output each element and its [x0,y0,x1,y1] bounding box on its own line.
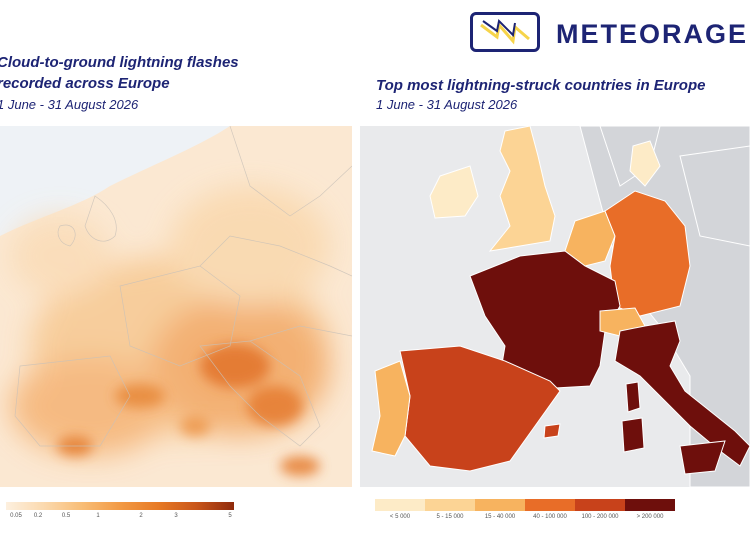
colorbar-tick: 3 [174,513,178,519]
legend-swatch [525,499,575,511]
legend-swatch [575,499,625,511]
colorbar-tick: 0.2 [33,513,43,519]
left-subtitle: 1 June - 31 August 2026 [0,97,139,112]
meteorage-logo: METEORAGE [470,12,750,54]
legend-swatch [475,499,525,511]
legend-label: 5 - 15 000 [436,514,464,520]
lightning-logo-icon [470,12,540,52]
legend-label: 100 - 200 000 [581,514,619,520]
lightning-density-map [0,126,352,487]
density-colorbar: 0.05 0.2 0.5 1 2 3 5 [6,502,234,519]
right-subtitle: 1 June - 31 August 2026 [376,97,518,112]
country-denmark [629,140,661,187]
legend-label: > 200 000 [636,514,664,520]
legend-swatch [625,499,675,511]
country-germany [604,190,691,317]
left-title-line2: recorded across Europe [0,75,170,92]
colorbar-tick: 1 [96,513,100,519]
legend-swatch [425,499,475,511]
country-uk [488,126,556,252]
colorbar-tick: 0.05 [10,513,22,519]
country-italy [614,320,750,467]
colorbar-tick: 5 [228,513,232,519]
legend-label: 40 - 100 000 [533,514,567,520]
colorbar-tick: 0.5 [61,513,71,519]
country-ireland [429,165,479,219]
country-choropleth-map [360,126,750,487]
country-legend: < 5 000 5 - 15 000 15 - 40 000 40 - 100 … [375,499,675,520]
legend-swatch [375,499,425,511]
left-title-line1: Cloud-to-ground lightning flashes [0,54,239,71]
legend-label: 15 - 40 000 [484,514,516,520]
colorbar-tick: 2 [139,513,143,519]
country-portugal [371,360,411,457]
right-title: Top most lightning-struck countries in E… [376,77,706,94]
legend-label: < 5 000 [389,514,411,520]
logo-text: METEORAGE [556,19,749,49]
country-france [469,250,621,389]
